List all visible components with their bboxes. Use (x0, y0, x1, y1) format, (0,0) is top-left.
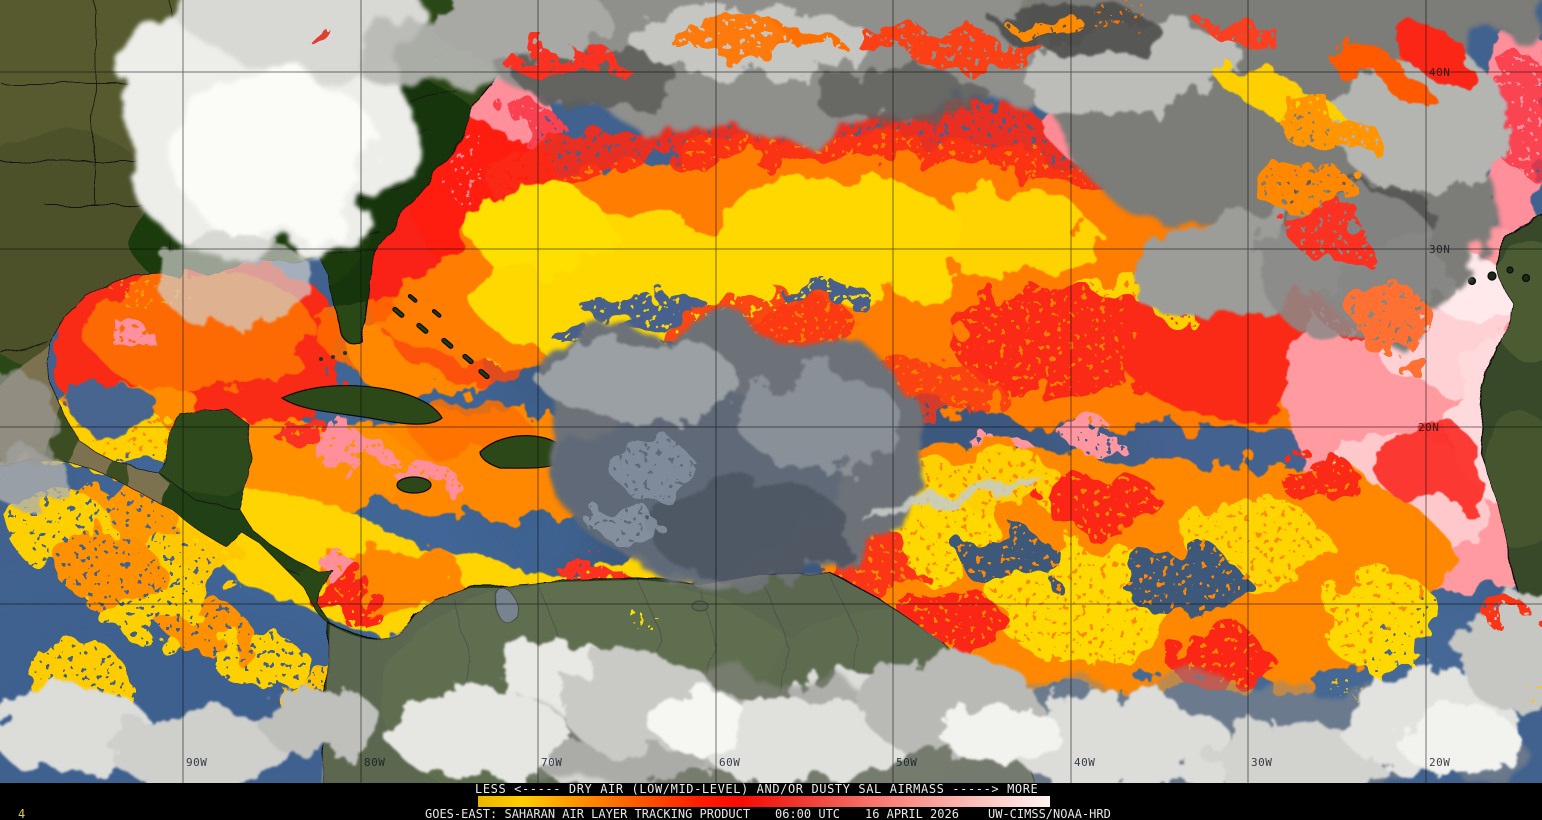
satellite-map: 90W 80W 70W 60W 50W 40W 30W 20W 40N 30N … (0, 0, 1542, 783)
frame-number: 4 (18, 807, 26, 820)
lon-label: 90W (186, 756, 207, 769)
product-time: 06:00 UTC (775, 807, 841, 820)
product-date: 16 APRIL 2026 (865, 807, 959, 820)
product-credit: UW-CIMSS/NOAA-HRD (988, 807, 1111, 820)
lon-label: 60W (719, 756, 740, 769)
lat-label: 30N (1429, 243, 1450, 256)
sal-scale-caption: LESS <----- DRY AIR (LOW/MID-LEVEL) AND/… (475, 782, 1039, 796)
lon-label: 40W (1074, 756, 1095, 769)
lon-label: 80W (364, 756, 385, 769)
lat-label: 20N (1418, 421, 1439, 434)
lon-label: 30W (1251, 756, 1272, 769)
lon-label: 50W (896, 756, 917, 769)
sal-accent-layer (306, 3, 1542, 700)
latlon-grid (0, 0, 1542, 783)
product-title: GOES-EAST: SAHARAN AIR LAYER TRACKING PR… (425, 807, 751, 820)
lon-label: 70W (541, 756, 562, 769)
grid-labels: 90W 80W 70W 60W 50W 40W 30W 20W 40N 30N … (186, 66, 1450, 769)
product-footer: GOES-EAST: SAHARAN AIR LAYER TRACKING PR… (0, 808, 1542, 820)
lat-label: 40N (1429, 66, 1450, 79)
product-info-bar: LESS <----- DRY AIR (LOW/MID-LEVEL) AND/… (0, 783, 1542, 820)
satellite-imagery: 90W 80W 70W 60W 50W 40W 30W 20W 40N 30N … (0, 0, 1542, 783)
sal-colorbar (478, 796, 1050, 807)
cloud-layer (0, 0, 1542, 783)
lon-label: 20W (1429, 756, 1450, 769)
